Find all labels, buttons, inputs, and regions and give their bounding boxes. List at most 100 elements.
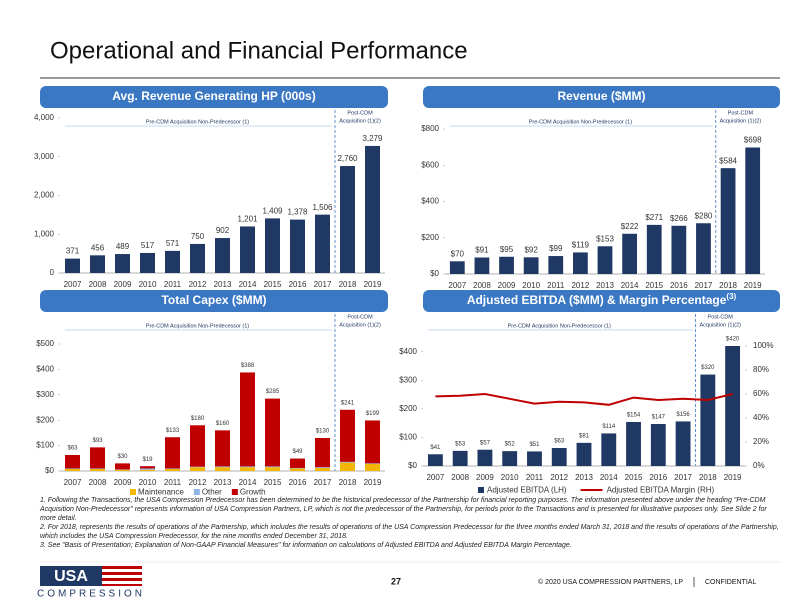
legend-label: Growth — [240, 488, 266, 497]
y2-tick-label: 100% — [753, 341, 773, 350]
bar — [601, 433, 617, 466]
value-label: 371 — [66, 247, 80, 256]
post-annotation: Post-CDM — [347, 314, 373, 320]
logo-stripe — [102, 572, 142, 575]
value-label: $222 — [621, 222, 639, 231]
bar — [671, 225, 687, 274]
x-tick-label: 2013 — [596, 281, 614, 290]
x-tick-label: 2017 — [314, 478, 332, 487]
slide-title: Operational and Financial Performance — [50, 37, 468, 64]
x-tick-label: 2017 — [674, 473, 692, 482]
bar — [315, 437, 330, 468]
x-tick-label: 2018 — [719, 281, 737, 290]
bar — [115, 469, 130, 471]
value-label: 489 — [116, 242, 130, 251]
pre-annotation: Pre-CDM Acquisition Non-Predecessor (1) — [508, 323, 611, 329]
x-tick-label: 2018 — [339, 280, 357, 289]
logo-box — [40, 566, 102, 586]
x-tick-label: 2015 — [625, 473, 643, 482]
x-tick-label: 2011 — [547, 281, 565, 290]
value-label: 750 — [191, 232, 205, 241]
value-label: $51 — [529, 442, 540, 448]
y-tick-label: 0 — [50, 268, 55, 277]
confidential: CONFIDENTIAL — [705, 579, 756, 586]
x-tick-label: 2014 — [621, 281, 639, 290]
x-tick-label: 2015 — [264, 478, 282, 487]
value-label: $41 — [430, 445, 441, 451]
bar — [265, 398, 280, 467]
x-tick-label: 2018 — [339, 478, 357, 487]
value-label: $52 — [505, 442, 516, 448]
bar — [290, 458, 305, 468]
bar — [427, 454, 443, 466]
post-annotation: Acquisition (1)(2) — [720, 118, 762, 124]
x-tick-label: 2013 — [214, 280, 232, 289]
bar — [527, 451, 542, 466]
y-tick-label: $200 — [421, 233, 439, 242]
logo-stripe — [102, 584, 142, 586]
value-label: $266 — [670, 214, 688, 223]
legend-swatch — [193, 489, 200, 495]
bar — [725, 346, 741, 466]
bar — [65, 454, 80, 469]
value-label: 1,506 — [312, 203, 333, 212]
bar — [190, 467, 205, 471]
chart-header — [423, 290, 780, 312]
post-annotation: Post-CDM — [728, 110, 754, 116]
value-label: $280 — [695, 211, 713, 220]
bar — [165, 468, 180, 471]
x-tick-label: 2015 — [264, 280, 282, 289]
x-tick-label: 2008 — [89, 280, 107, 289]
bar — [215, 238, 230, 273]
bar — [215, 466, 230, 468]
x-tick-label: 2018 — [699, 473, 717, 482]
footnote: 2. For 2018, represents the results of o… — [40, 524, 779, 540]
bar — [650, 424, 666, 466]
bar — [745, 147, 761, 274]
y2-tick-label: 80% — [753, 365, 769, 374]
bar — [499, 256, 514, 274]
y-tick-label: $600 — [421, 160, 439, 169]
bar — [315, 467, 330, 471]
bar — [340, 462, 355, 471]
legend-swatch — [231, 489, 238, 495]
bar — [502, 451, 518, 466]
post-annotation: Acquisition (1)(2) — [339, 322, 381, 328]
y-tick-label: $200 — [36, 415, 54, 424]
y-tick-label: $400 — [36, 365, 54, 374]
x-tick-label: 2009 — [114, 280, 132, 289]
y-tick-label: $300 — [36, 390, 54, 399]
value-label: $99 — [549, 244, 563, 253]
x-tick-label: 2007 — [426, 473, 444, 482]
logo-stripe — [102, 578, 142, 581]
chart-title: Avg. Revenue Generating HP (000s) — [112, 89, 315, 103]
value-label: $147 — [652, 415, 666, 421]
x-tick-label: 2007 — [448, 281, 466, 290]
x-tick-label: 2017 — [695, 281, 713, 290]
post-annotation: Post-CDM — [708, 314, 734, 320]
bar — [215, 467, 230, 471]
x-tick-label: 2017 — [314, 280, 332, 289]
y2-tick-label: 60% — [753, 389, 769, 398]
bar — [449, 261, 465, 274]
bar — [65, 468, 80, 471]
x-tick-label: 2007 — [64, 478, 82, 487]
x-tick-label: 2010 — [139, 280, 157, 289]
value-label: $156 — [676, 412, 690, 418]
post-annotation: Acquisition (1)(2) — [339, 118, 381, 124]
total-label: $63 — [67, 446, 78, 452]
x-tick-label: 2012 — [550, 473, 568, 482]
value-label: 1,201 — [237, 215, 258, 224]
x-tick-label: 2019 — [724, 473, 742, 482]
bar — [576, 442, 592, 466]
x-tick-label: 2012 — [571, 281, 589, 290]
x-tick-label: 2009 — [498, 281, 516, 290]
value-label: $154 — [627, 413, 641, 419]
y2-tick-label: 20% — [753, 437, 769, 446]
value-label: $153 — [596, 234, 614, 243]
legend-label: Adjusted EBITDA (LH) — [487, 486, 567, 495]
value-label: $320 — [701, 365, 715, 371]
footnote: 1. Following the Transactions, the USA C… — [40, 497, 767, 522]
legend-swatch — [478, 487, 484, 493]
x-tick-label: 2008 — [473, 281, 491, 290]
